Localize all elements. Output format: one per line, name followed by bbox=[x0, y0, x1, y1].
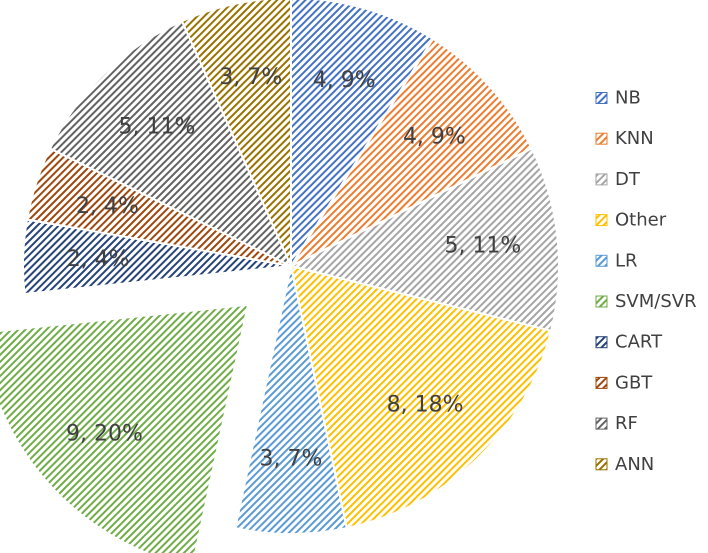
legend: NB KNN DT Other LR SVM/SVR CART GBT RF ANN bbox=[595, 88, 697, 475]
legend-item-other: Other bbox=[595, 210, 667, 231]
pie-slice-rf bbox=[48, 19, 294, 269]
legend-swatch-nb bbox=[595, 92, 608, 104]
pie-slice-dt bbox=[288, 147, 560, 333]
slice-label-lr: 3, 7% bbox=[260, 446, 323, 471]
slice-label-cart: 2, 4% bbox=[67, 247, 130, 272]
slice-label-nb: 4, 9% bbox=[313, 68, 376, 93]
legend-label-svm-svr: SVM/SVR bbox=[615, 291, 697, 312]
legend-item-knn: KNN bbox=[595, 128, 654, 149]
pie-slice-svm-svr bbox=[0, 303, 250, 553]
legend-label-rf: RF bbox=[615, 413, 638, 434]
slice-label-gbt: 2, 4% bbox=[76, 194, 139, 219]
legend-swatch-other bbox=[595, 214, 608, 227]
legend-swatch-svm-svr bbox=[595, 295, 608, 308]
legend-item-ann: ANN bbox=[595, 454, 654, 475]
legend-item-gbt: GBT bbox=[595, 372, 653, 393]
slice-label-svm-svr: 9, 20% bbox=[66, 421, 143, 446]
legend-swatch-ann bbox=[595, 458, 608, 471]
legend-label-other: Other bbox=[615, 210, 667, 231]
slice-label-dt: 5, 11% bbox=[444, 233, 521, 258]
pie-slice-lr bbox=[234, 265, 348, 535]
legend-label-gbt: GBT bbox=[615, 372, 653, 393]
legend-swatch-knn bbox=[595, 132, 608, 145]
legend-label-cart: CART bbox=[615, 332, 663, 353]
slice-label-knn: 4, 9% bbox=[403, 124, 466, 149]
legend-swatch-rf bbox=[595, 417, 608, 430]
legend-item-dt: DT bbox=[595, 169, 641, 190]
legend-swatch-gbt bbox=[595, 376, 608, 389]
pie-slice-other bbox=[289, 264, 553, 530]
legend-item-lr: LR bbox=[595, 250, 638, 271]
legend-item-nb: NB bbox=[595, 88, 641, 109]
slice-label-other: 8, 18% bbox=[387, 392, 464, 417]
pie-slice-knn bbox=[288, 37, 534, 269]
legend-label-ann: ANN bbox=[615, 454, 654, 475]
legend-label-dt: DT bbox=[615, 169, 641, 190]
legend-item-cart: CART bbox=[595, 332, 663, 353]
legend-swatch-lr bbox=[595, 254, 608, 267]
legend-label-knn: KNN bbox=[615, 128, 654, 149]
pie-slices bbox=[0, 0, 560, 553]
slice-labels: 4, 9% 4, 9% 5, 11% 8, 18% 3, 7% 9, 20% 2, 4% 2,… bbox=[66, 65, 521, 472]
legend-item-rf: RF bbox=[595, 413, 638, 434]
pie-slice-ann bbox=[180, 0, 292, 267]
pie-slice-nb bbox=[290, 0, 435, 270]
legend-label-nb: NB bbox=[615, 88, 641, 109]
legend-label-lr: LR bbox=[615, 250, 638, 271]
legend-item-svm-svr: SVM/SVR bbox=[595, 291, 697, 312]
slice-label-ann: 3, 7% bbox=[219, 65, 282, 90]
legend-swatch-dt bbox=[595, 173, 608, 186]
legend-swatch-cart bbox=[595, 336, 608, 349]
slice-label-rf: 5, 11% bbox=[119, 115, 196, 140]
